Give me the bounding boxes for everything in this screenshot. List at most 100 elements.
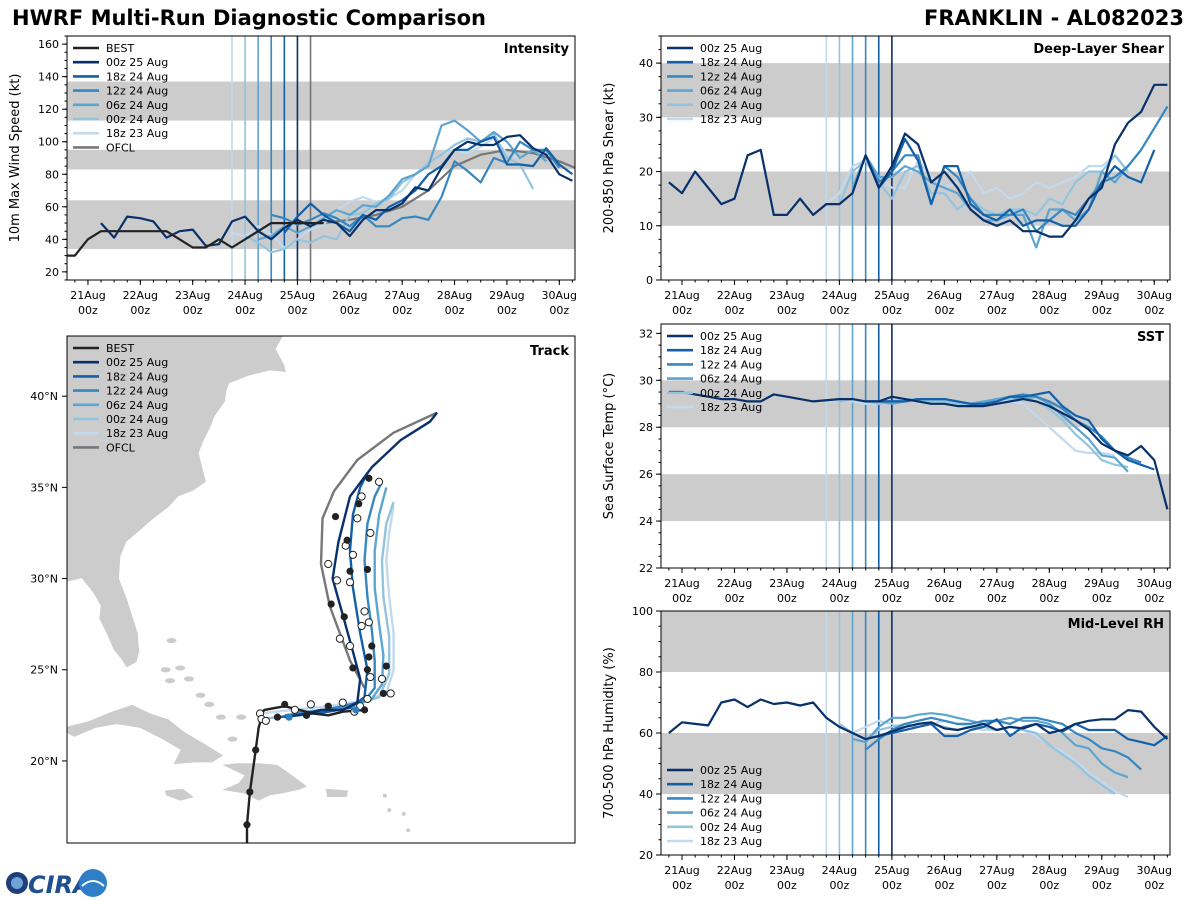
sst-panel-title: SST [1137, 330, 1164, 345]
rh-ylabel: 700-500 hPa Humidity (%) [602, 647, 617, 819]
track-marker-filled [243, 821, 251, 829]
track-marker-open [335, 634, 344, 643]
track-marker-filled [368, 642, 376, 650]
shear-panel-title: Deep-Layer Shear [1033, 42, 1164, 57]
shear-xtick-hour: 00z [987, 304, 1007, 317]
track-18z-24-aug [277, 472, 369, 719]
track-marker-open [357, 492, 366, 501]
sst-xtick-hour: 00z [672, 592, 692, 605]
rh-xtick-date: 22Aug [717, 864, 752, 877]
land-bahamas-island [165, 678, 176, 684]
track-lat-label: 25°N [30, 664, 58, 677]
shear-ytick-label: 30 [639, 111, 653, 124]
intensity-xtick-hour: 00z [235, 304, 255, 317]
track-legend-label: 06z 24 Aug [106, 399, 168, 412]
track-marker-open [332, 576, 342, 585]
intensity-legend-label: 18z 24 Aug [106, 70, 168, 83]
track-legend-label: 18z 23 Aug [106, 427, 168, 440]
track-marker-filled [340, 613, 348, 621]
rh-ytick-label: 60 [639, 727, 653, 740]
intensity-ytick-label: 120 [38, 103, 59, 116]
intensity-xtick-hour: 00z [497, 304, 517, 317]
intensity-plot-area [67, 36, 575, 280]
sst-xtick-date: 28Aug [1032, 577, 1067, 590]
shear-ytick-label: 20 [639, 166, 653, 179]
track-marker-init [285, 713, 293, 721]
rh-xtick-date: 28Aug [1032, 864, 1067, 877]
sst-ytick-label: 32 [639, 327, 653, 340]
track-marker-open [345, 641, 355, 651]
intensity-xtick-date: 29Aug [489, 289, 524, 302]
intensity-legend-label: BEST [106, 42, 134, 55]
intensity-ytick-label: 80 [45, 168, 59, 181]
intensity-ytick-label: 40 [45, 233, 59, 246]
intensity-series-18z-24-aug [283, 135, 574, 234]
sst-xtick-hour: 00z [777, 592, 797, 605]
intensity-series-06z-24-aug [257, 119, 547, 241]
sst-plot-area [661, 324, 1170, 568]
track-marker-filled [302, 711, 311, 719]
sst-legend-label: 00z 24 Aug [700, 387, 762, 400]
track-marker-open [360, 607, 369, 616]
shear-xtick-date: 24Aug [822, 289, 857, 302]
intensity-band-1 [67, 149, 575, 170]
page-title: HWRF Multi-Run Diagnostic Comparison [12, 6, 487, 30]
rh-xtick-date: 24Aug [822, 864, 857, 877]
sst-panel: 22 24 26 28 30 32 21Aug 00z 22Aug 00z 23Aug 00z 24Au… [602, 323, 1172, 605]
track-marker-open [364, 618, 373, 627]
rh-legend-label: 18z 24 Aug [700, 778, 762, 791]
shear-series-00z-25-aug [668, 83, 1168, 238]
sst-xtick-date: 24Aug [822, 577, 857, 590]
shear-xtick-date: 27Aug [979, 289, 1014, 302]
rh-xtick-hour: 00z [1039, 879, 1059, 892]
land-bahamas-island [204, 701, 215, 707]
shear-legend-label: 00z 24 Aug [700, 99, 762, 112]
track-marker-open [324, 559, 333, 569]
sst-legend-label: 00z 25 Aug [700, 330, 762, 343]
shear-xtick-hour: 00z [1039, 304, 1059, 317]
rh-xtick-date: 27Aug [979, 864, 1014, 877]
track-marker-open [338, 698, 347, 707]
shear-series-18z-24-aug [877, 137, 1156, 227]
track-marker-open [363, 694, 372, 704]
track-marker-filled [324, 702, 332, 710]
shear-xtick-hour: 00z [1092, 304, 1112, 317]
intensity-legend-label: 12z 24 Aug [106, 85, 168, 98]
land-antilles-island [406, 828, 411, 833]
rh-xtick-hour: 00z [934, 879, 954, 892]
rh-legend-label: 00z 25 Aug [700, 764, 762, 777]
land-antilles-island [401, 811, 406, 816]
shear-xtick-date: 30Aug [1137, 289, 1172, 302]
shear-xtick-hour: 00z [1144, 304, 1164, 317]
sst-ytick-label: 22 [639, 562, 653, 575]
intensity-xtick-date: 27Aug [384, 289, 419, 302]
track-marker-open [366, 672, 375, 682]
sst-xtick-date: 25Aug [874, 577, 909, 590]
shear-xtick-hour: 00z [725, 304, 745, 317]
track-marker-filled [346, 567, 354, 575]
track-legend-label: 00z 25 Aug [106, 356, 168, 369]
shear-xtick-date: 22Aug [717, 289, 752, 302]
seal-wave-icon [81, 880, 105, 887]
intensity-xtick-date: 22Aug [123, 289, 158, 302]
land-bahamas-island [215, 714, 226, 720]
sst-xtick-date: 26Aug [927, 577, 962, 590]
shear-legend-label: 18z 24 Aug [700, 56, 762, 69]
rh-band-1 [661, 611, 1170, 672]
intensity-legend-label: OFCL [106, 141, 136, 154]
land-bahamas-island [183, 676, 194, 682]
shear-xtick-hour: 00z [934, 304, 954, 317]
track-legend-label: 12z 24 Aug [106, 385, 168, 398]
track-marker-filled [349, 664, 357, 672]
shear-ylabel: 200-850 hPa Shear (kt) [602, 83, 617, 234]
rh-xtick-hour: 00z [1092, 879, 1112, 892]
shear-plot-area [661, 36, 1170, 280]
rh-legend-label: 18z 23 Aug [700, 835, 762, 848]
sst-series-18z-24-aug [878, 390, 1155, 471]
intensity-legend-label: 18z 23 Aug [106, 127, 168, 140]
storm-title: FRANKLIN - AL082023 [923, 6, 1184, 30]
track-marker-filled [365, 653, 373, 661]
sst-series-06z-24-aug [852, 395, 1129, 473]
rh-xtick-hour: 00z [672, 879, 692, 892]
intensity-xtick-hour: 00z [78, 304, 98, 317]
